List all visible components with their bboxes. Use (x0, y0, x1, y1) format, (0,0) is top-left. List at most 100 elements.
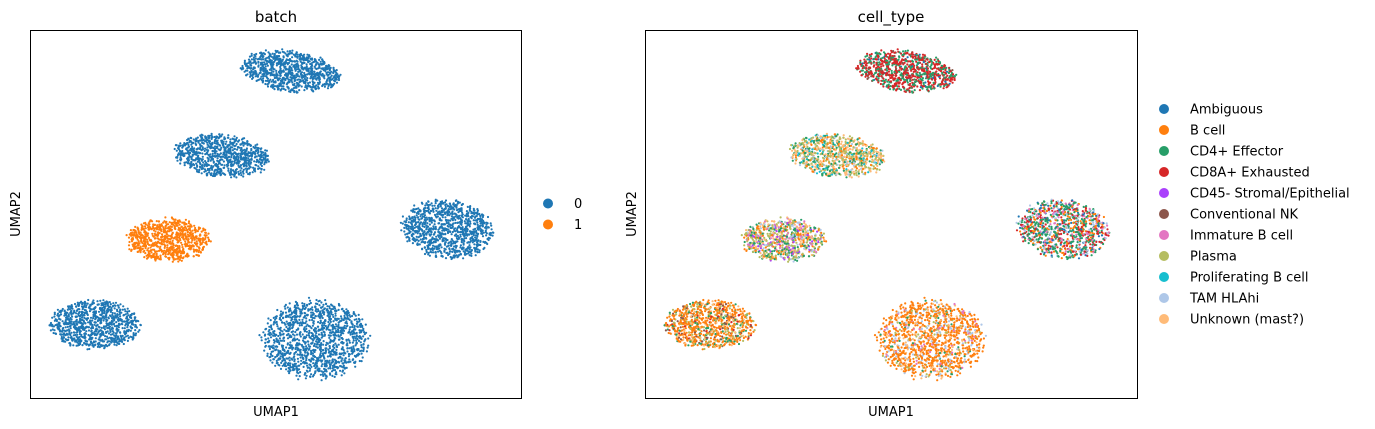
data-point (319, 60, 322, 63)
data-point (435, 245, 438, 248)
data-point (104, 305, 107, 308)
data-point (272, 70, 275, 73)
data-point (222, 142, 225, 145)
data-point (215, 162, 218, 165)
data-point (291, 71, 294, 74)
data-point (101, 306, 104, 310)
data-point (333, 346, 336, 349)
data-point (137, 242, 140, 245)
data-point (319, 70, 322, 73)
data-point (84, 336, 87, 339)
data-point (421, 215, 424, 218)
data-point (473, 240, 476, 243)
data-point (162, 251, 165, 254)
data-point (294, 69, 297, 72)
data-point (442, 208, 445, 211)
data-point (457, 217, 460, 220)
data-point (202, 161, 205, 164)
data-point (298, 75, 301, 78)
data-point (437, 228, 440, 231)
data-point (276, 56, 279, 59)
data-point (451, 250, 454, 253)
data-point (313, 70, 316, 73)
data-point (70, 337, 73, 340)
data-point (197, 158, 200, 161)
data-point (203, 234, 206, 237)
data-point (481, 218, 484, 221)
data-point (190, 137, 193, 140)
data-point (255, 150, 258, 153)
data-point (142, 250, 145, 253)
data-point (307, 61, 310, 64)
data-point (472, 207, 475, 210)
data-point (416, 243, 419, 246)
data-point (272, 78, 275, 82)
data-point (190, 156, 193, 159)
data-point (275, 75, 278, 78)
data-point (54, 332, 57, 335)
data-point (305, 63, 308, 66)
data-point (213, 155, 216, 158)
data-point (241, 149, 245, 152)
data-point (461, 213, 464, 216)
data-point (431, 219, 435, 222)
data-point (190, 160, 193, 163)
data-point (302, 365, 305, 368)
data-point (186, 233, 190, 236)
data-point (447, 228, 450, 231)
data-point (247, 66, 251, 69)
data-point (466, 213, 469, 216)
data-point (284, 307, 287, 310)
data-point (187, 254, 190, 258)
data-point (298, 70, 301, 73)
data-point (77, 326, 80, 329)
data-point (491, 234, 494, 237)
data-point (143, 256, 146, 259)
data-point (216, 154, 219, 157)
data-point (67, 315, 70, 318)
data-point (327, 320, 330, 324)
data-point (488, 232, 491, 235)
data-point (269, 359, 272, 362)
data-point (249, 144, 252, 147)
data-point (163, 249, 166, 252)
data-point (275, 72, 278, 75)
data-point (132, 333, 135, 336)
data-point (59, 330, 62, 333)
data-point (282, 81, 285, 84)
data-point (295, 81, 298, 84)
data-point (169, 228, 172, 232)
data-point (135, 234, 138, 237)
data-point (430, 233, 433, 236)
data-point (220, 140, 223, 143)
data-point (121, 340, 124, 343)
data-point (74, 340, 77, 343)
data-point (476, 209, 479, 212)
data-point (219, 173, 223, 176)
data-point (275, 64, 278, 67)
data-point (316, 74, 319, 77)
data-point (441, 211, 444, 214)
data-point (332, 76, 335, 79)
data-point (288, 90, 291, 93)
data-point (237, 173, 241, 176)
data-point (332, 66, 335, 70)
data-point (271, 361, 274, 364)
data-point (80, 333, 83, 336)
data-point (228, 171, 231, 174)
data-point (401, 215, 404, 218)
data-point (89, 316, 93, 319)
data-point (124, 313, 127, 316)
data-point (262, 157, 265, 160)
data-point (148, 223, 151, 226)
data-point (482, 247, 485, 251)
data-point (433, 232, 436, 235)
data-point (254, 71, 257, 74)
data-point (414, 208, 417, 211)
data-point (411, 242, 414, 245)
data-point (447, 221, 450, 224)
data-point (339, 369, 342, 372)
data-point (419, 210, 422, 213)
data-point (245, 159, 248, 162)
data-point (128, 240, 131, 244)
